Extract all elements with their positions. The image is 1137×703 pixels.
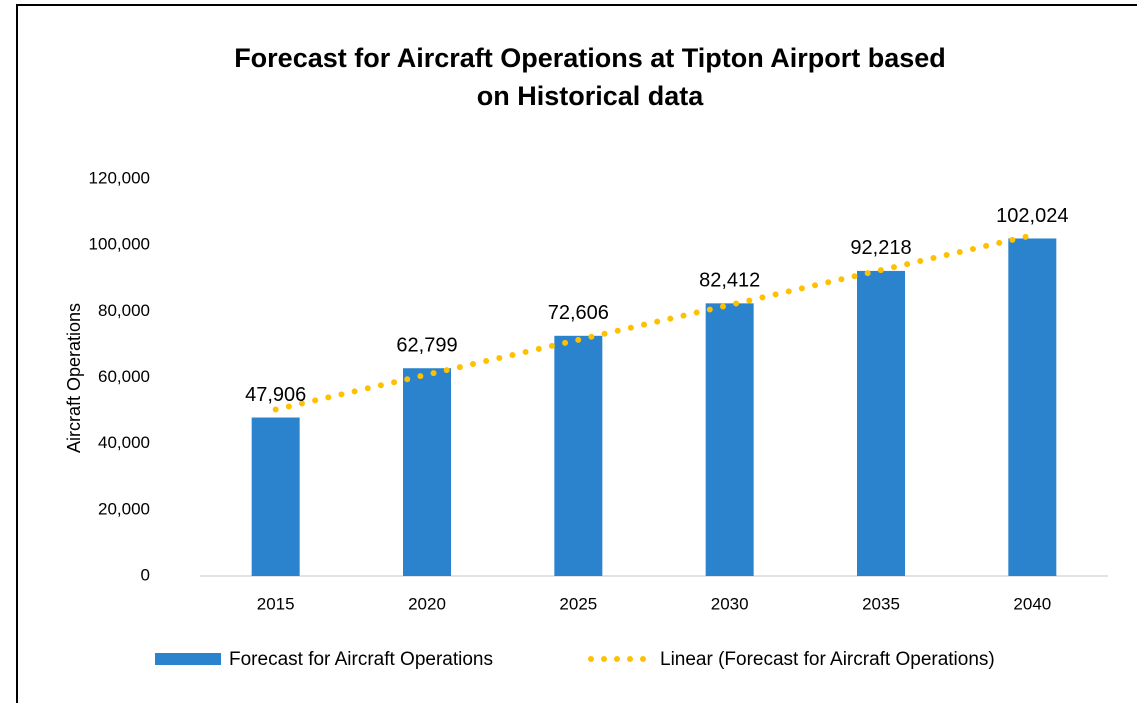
bar [1008, 238, 1057, 577]
x-tick-label: 2020 [408, 594, 446, 613]
y-tick-label: 100,000 [89, 235, 150, 254]
x-tick-label: 2015 [257, 594, 295, 613]
data-label: 62,799 [396, 335, 457, 357]
y-tick-label: 20,000 [98, 499, 150, 518]
bar [403, 368, 451, 576]
y-tick-label: 80,000 [98, 301, 150, 320]
y-axis-label: Aircraft Operations [64, 303, 84, 453]
bar [857, 270, 905, 576]
bar [554, 335, 603, 576]
y-tick-label: 60,000 [98, 367, 150, 386]
x-tick-label: 2030 [711, 594, 749, 613]
x-tick-label: 2040 [1013, 594, 1051, 613]
chart-title: Forecast for Aircraft Operations at Tipt… [234, 43, 946, 111]
bar [705, 303, 754, 576]
legend-swatch [155, 653, 221, 665]
y-tick-label: 120,000 [89, 168, 150, 187]
legend-label: Forecast for Aircraft Operations [229, 649, 493, 670]
data-label: 102,024 [996, 205, 1068, 227]
data-label: 82,412 [699, 270, 760, 292]
data-label: 92,218 [850, 237, 911, 259]
data-label: 47,906 [245, 384, 306, 406]
trendline [272, 232, 1036, 413]
data-label: 72,606 [548, 302, 609, 324]
y-tick-label: 0 [141, 565, 150, 584]
x-tick-label: 2025 [559, 594, 597, 613]
x-tick-label: 2035 [862, 594, 900, 613]
y-tick-label: 40,000 [98, 433, 150, 452]
legend-label: Linear (Forecast for Aircraft Operations… [660, 649, 995, 670]
bar [251, 417, 300, 576]
